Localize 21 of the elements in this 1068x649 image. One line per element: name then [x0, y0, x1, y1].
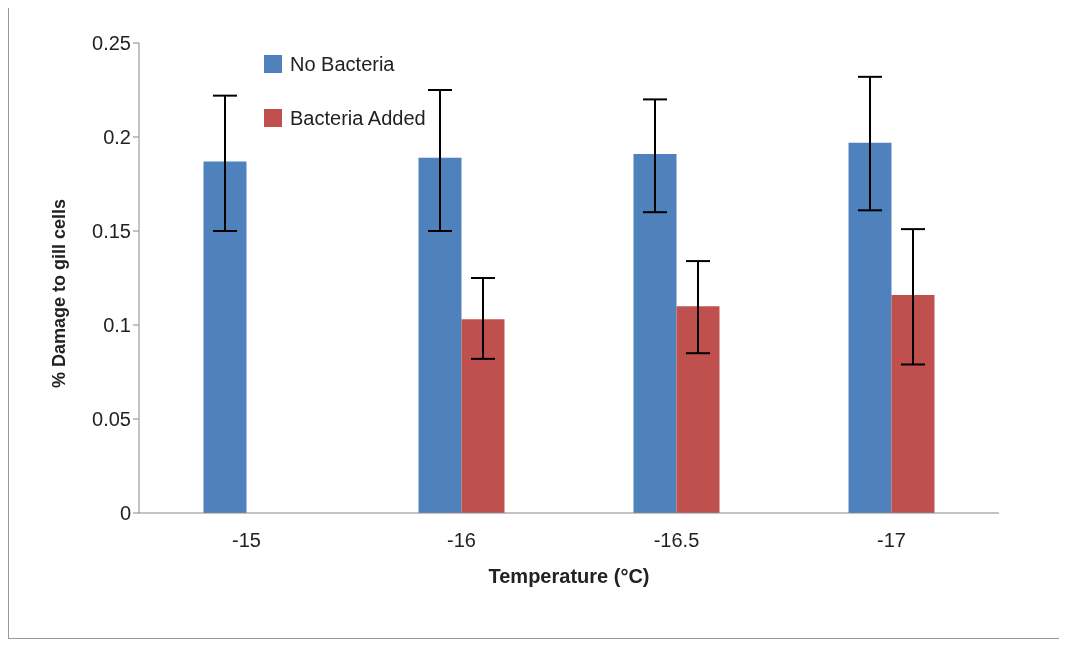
- x-axis-title: Temperature (°C): [488, 565, 650, 587]
- y-tick-label: 0.05: [92, 408, 131, 431]
- y-tick-label: 0.2: [103, 126, 131, 149]
- x-tick-label: -16.5: [653, 529, 700, 552]
- y-tick-label: 0.1: [103, 314, 131, 337]
- y-tick-label: 0: [119, 502, 131, 525]
- legend-label: No Bacteria: [290, 52, 395, 76]
- x-tick-label: -15: [232, 529, 261, 552]
- legend-label: Bacteria Added: [290, 106, 426, 130]
- y-tick-label: 0.15: [92, 220, 131, 243]
- y-axis-title: % Damage to gill cells: [49, 198, 70, 388]
- bar: [891, 294, 935, 513]
- bar: [203, 161, 247, 513]
- bar: [676, 306, 720, 513]
- bar: [418, 157, 462, 513]
- bar: [461, 319, 505, 513]
- y-tick-label: 0.25: [92, 32, 131, 55]
- bar: [848, 142, 892, 513]
- x-tick-label: -16: [447, 529, 476, 552]
- bar: [633, 153, 677, 513]
- x-tick-label: -17: [877, 529, 906, 552]
